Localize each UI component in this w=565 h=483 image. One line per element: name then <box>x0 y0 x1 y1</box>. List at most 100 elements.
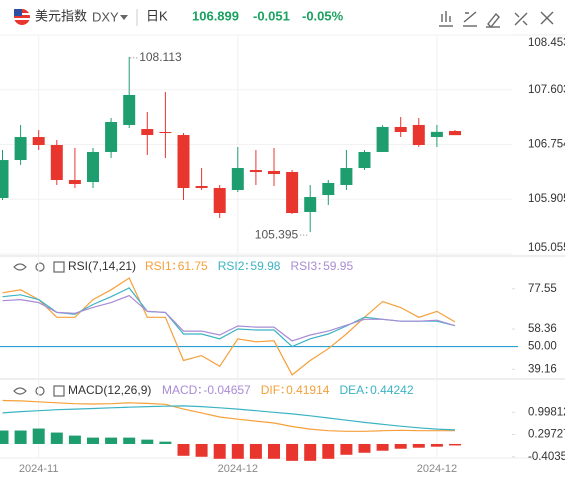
tool-button[interactable] <box>486 12 500 29</box>
candle-body <box>412 124 425 146</box>
add-icon[interactable] <box>53 261 65 273</box>
candle-body <box>322 182 335 196</box>
indicator-line <box>2 277 456 376</box>
high-annotation: 108.113 <box>139 50 182 64</box>
candle-body <box>87 151 99 183</box>
candle-body <box>376 126 389 152</box>
x-tick-label: 2024-12 <box>417 463 457 475</box>
legend-colon <box>365 391 368 394</box>
y-tick-label: 50.00 <box>528 341 557 353</box>
tool-button[interactable] <box>463 11 477 27</box>
legend-value: 61.75 <box>178 259 208 273</box>
price-change: -0.051 <box>253 8 290 23</box>
macd-bar <box>68 435 81 444</box>
macd-bar <box>213 443 226 459</box>
candle-body <box>195 186 208 189</box>
macd-bar <box>322 443 335 459</box>
legend-name: RSI3 <box>290 259 317 273</box>
legend-colon <box>198 386 201 389</box>
dropdown-arrow[interactable] <box>120 15 128 20</box>
y-tick-label: 58.36 <box>528 323 557 335</box>
candle-body <box>14 137 27 161</box>
candle-body <box>358 151 371 169</box>
macd-bar <box>231 443 244 459</box>
settings-icon[interactable] <box>35 262 45 272</box>
panel-title: RSI(7,14,21) <box>68 259 136 273</box>
y-tick-label: 77.55 <box>528 283 557 295</box>
legend-name: MACD <box>162 383 198 397</box>
x-tick-label: 2024-12 <box>218 463 258 475</box>
panel-icons <box>13 261 65 397</box>
macd-bar <box>449 443 461 446</box>
candle-body <box>0 160 9 198</box>
candle-body <box>123 95 136 125</box>
toolbar <box>439 11 554 29</box>
settings-icon[interactable] <box>35 386 45 396</box>
legend: MACD -0.04657 DIF 0.41914 DEA 0.44242 <box>162 383 414 397</box>
candle-body <box>286 172 299 214</box>
instrument-name[interactable]: 美元指数 <box>35 8 87 23</box>
indicator-line <box>2 294 456 342</box>
legend-value: 0.41914 <box>286 383 330 397</box>
legend-colon <box>246 262 248 265</box>
legend-value: 59.95 <box>323 259 353 273</box>
legend-colon <box>173 262 176 265</box>
y-tick-label: 39.16 <box>528 363 557 375</box>
panel-title: MACD(12,26,9) <box>68 383 151 397</box>
macd-bar <box>195 443 208 457</box>
x-tick-label: 2024-11 <box>19 463 59 475</box>
y-tick-label: -0.40358 <box>528 451 565 463</box>
macd-bar <box>0 430 9 444</box>
macd-bar <box>412 443 425 448</box>
legend-value: 0.44242 <box>370 383 414 397</box>
legend-colon <box>365 386 368 389</box>
macd-bar <box>394 443 407 449</box>
y-tick-label: 107.603 <box>528 84 565 96</box>
last-price: 106.899 <box>192 8 239 23</box>
y-tick-label: 0.29727 <box>528 429 565 441</box>
y-tick-label: 0.99812 <box>528 406 565 418</box>
candle-body <box>340 168 353 185</box>
legend-colon <box>318 262 321 265</box>
legend-name: DEA <box>339 383 364 397</box>
candle-body <box>394 126 407 132</box>
low-annotation: 105.395 <box>255 227 299 241</box>
legend: RSI1 61.75 RSI2 59.98 RSI3 59.95 <box>145 259 353 273</box>
flag-icon <box>14 9 30 25</box>
indicator-line <box>2 405 456 431</box>
period[interactable]: 日K <box>146 8 168 23</box>
candle-body <box>249 170 262 173</box>
macd-bar <box>304 443 317 461</box>
macd-bar <box>358 443 371 453</box>
candle-body <box>50 145 63 181</box>
tool-button[interactable] <box>540 11 554 25</box>
add-icon[interactable] <box>53 385 65 397</box>
candle-body <box>304 197 317 212</box>
macd-bar <box>14 430 27 444</box>
legend-colon <box>246 267 248 270</box>
y-tick-label: 105.905 <box>528 193 565 205</box>
legend-value: 59.98 <box>250 259 280 273</box>
y-tick-label: 108.453 <box>528 37 565 49</box>
macd-bar <box>159 441 172 444</box>
indicator-line <box>2 399 455 432</box>
macd-bar <box>177 443 190 456</box>
macd-bar <box>105 437 118 444</box>
candle-body <box>159 131 172 134</box>
candle-body <box>68 180 81 185</box>
tool-button[interactable] <box>514 12 528 26</box>
macd-bar <box>340 443 353 455</box>
instrument-symbol[interactable]: DXY <box>92 9 119 24</box>
y-tick-label: 106.754 <box>528 139 565 151</box>
macd-bar <box>376 443 389 451</box>
legend-name: RSI1 <box>145 259 172 273</box>
tool-button[interactable] <box>439 11 453 27</box>
eye-icon[interactable] <box>13 387 27 395</box>
candle-body <box>141 129 154 136</box>
eye-icon[interactable] <box>13 263 27 271</box>
candle-body <box>231 168 244 191</box>
macd-bar <box>286 443 299 461</box>
candle-body <box>177 135 190 189</box>
